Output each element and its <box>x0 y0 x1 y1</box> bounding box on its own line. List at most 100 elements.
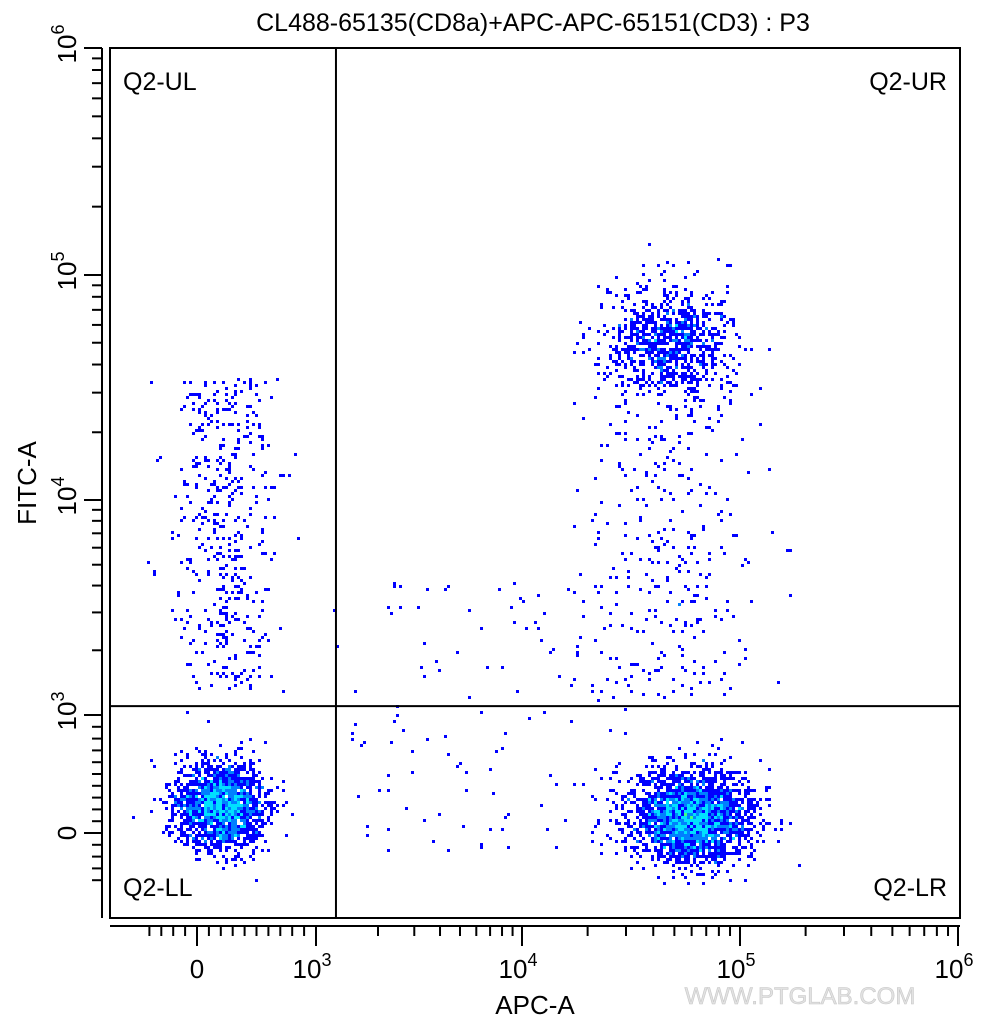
event-point <box>729 879 732 882</box>
event-point <box>279 627 282 630</box>
event-point <box>183 789 186 792</box>
event-point <box>735 453 738 456</box>
event-point <box>189 804 192 807</box>
event-point <box>717 825 720 828</box>
event-point <box>645 846 648 849</box>
event-point <box>663 696 666 699</box>
event-point <box>690 360 693 363</box>
event-point <box>672 771 675 774</box>
event-point <box>180 408 183 411</box>
event-point <box>714 798 717 801</box>
event-point <box>672 813 675 816</box>
event-point <box>705 786 708 789</box>
event-point <box>216 522 219 525</box>
event-point <box>696 786 699 789</box>
event-point <box>573 402 576 405</box>
event-point <box>213 483 216 486</box>
event-point <box>216 822 219 825</box>
event-point <box>249 786 252 789</box>
event-point <box>249 381 252 384</box>
event-point <box>654 813 657 816</box>
event-point <box>189 813 192 816</box>
event-point <box>747 561 750 564</box>
event-point <box>243 843 246 846</box>
event-point <box>231 453 234 456</box>
event-point <box>696 321 699 324</box>
event-point <box>657 765 660 768</box>
event-point <box>741 822 744 825</box>
event-point <box>480 846 483 849</box>
event-point <box>186 822 189 825</box>
x-tick-exponent: 4 <box>527 950 537 970</box>
event-point <box>696 345 699 348</box>
event-point <box>747 807 750 810</box>
event-point <box>627 297 630 300</box>
event-point <box>678 570 681 573</box>
event-point <box>687 801 690 804</box>
event-point <box>675 846 678 849</box>
event-point <box>690 411 693 414</box>
event-point <box>240 747 243 750</box>
event-point <box>240 858 243 861</box>
event-point <box>648 756 651 759</box>
event-point <box>207 423 210 426</box>
event-point <box>615 345 618 348</box>
event-point <box>255 384 258 387</box>
event-point <box>711 852 714 855</box>
event-point <box>222 525 225 528</box>
event-point <box>690 339 693 342</box>
event-point <box>192 783 195 786</box>
event-point <box>675 837 678 840</box>
event-point <box>213 828 216 831</box>
event-point <box>240 798 243 801</box>
event-point <box>687 810 690 813</box>
event-point <box>198 804 201 807</box>
event-point <box>723 858 726 861</box>
event-point <box>681 366 684 369</box>
event-point <box>672 780 675 783</box>
event-point <box>675 336 678 339</box>
event-point <box>678 780 681 783</box>
event-point <box>702 882 705 885</box>
event-point <box>711 828 714 831</box>
event-point <box>198 546 201 549</box>
event-point <box>195 816 198 819</box>
event-point <box>636 861 639 864</box>
event-point <box>642 378 645 381</box>
event-point <box>189 798 192 801</box>
event-point <box>669 375 672 378</box>
event-point <box>630 336 633 339</box>
event-point <box>717 816 720 819</box>
event-point <box>696 765 699 768</box>
event-point <box>684 366 687 369</box>
event-point <box>681 837 684 840</box>
event-point <box>714 807 717 810</box>
event-point <box>705 846 708 849</box>
event-point <box>210 819 213 822</box>
event-point <box>711 339 714 342</box>
event-point <box>669 810 672 813</box>
event-point <box>258 789 261 792</box>
event-point <box>702 309 705 312</box>
event-point <box>690 357 693 360</box>
event-point <box>723 825 726 828</box>
event-point <box>426 738 429 741</box>
event-point <box>198 816 201 819</box>
event-point <box>228 537 231 540</box>
event-point <box>675 384 678 387</box>
event-point <box>759 759 762 762</box>
event-point <box>654 786 657 789</box>
event-point <box>219 774 222 777</box>
event-point <box>687 297 690 300</box>
event-point <box>225 393 228 396</box>
event-point <box>672 348 675 351</box>
event-point <box>663 543 666 546</box>
event-point <box>270 801 273 804</box>
event-point <box>213 831 216 834</box>
event-point <box>246 831 249 834</box>
event-point <box>237 783 240 786</box>
event-point <box>246 627 249 630</box>
event-point <box>666 600 669 603</box>
event-point <box>183 804 186 807</box>
event-point <box>657 792 660 795</box>
